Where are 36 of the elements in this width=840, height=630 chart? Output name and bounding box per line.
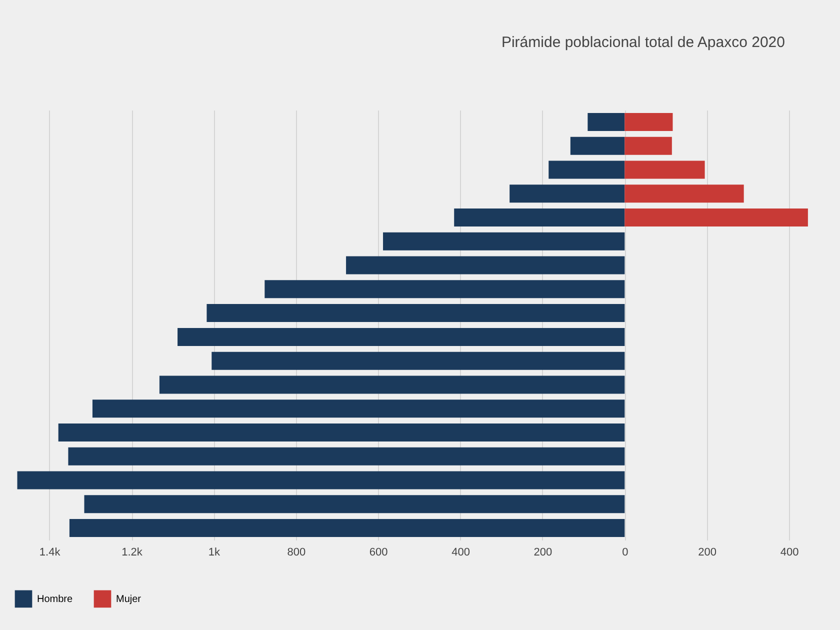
bar: [92, 400, 625, 418]
bar: [454, 208, 625, 226]
bar: [58, 424, 625, 442]
bar: [212, 352, 625, 370]
x-tick-label: 0: [622, 546, 628, 558]
legend-label: Mujer: [116, 594, 142, 605]
bar: [624, 112, 673, 131]
x-tick-label: 1.2k: [122, 546, 143, 558]
bar: [159, 376, 625, 394]
bar: [264, 280, 625, 298]
bar: [624, 136, 672, 155]
x-tick-label: 800: [287, 546, 306, 558]
bar: [570, 136, 625, 155]
bar: [548, 160, 625, 179]
x-tick-label: 200: [534, 546, 552, 558]
bar: [624, 160, 705, 179]
x-tick-label: 400: [452, 546, 470, 558]
legend-label: Hombre: [37, 594, 74, 605]
x-tick-label: 600: [369, 546, 388, 558]
bar: [346, 256, 625, 274]
bar: [17, 471, 625, 490]
x-tick-label: 1k: [208, 546, 221, 558]
bar: [624, 184, 744, 203]
x-tick-label: 400: [780, 546, 799, 558]
bar: [68, 447, 625, 466]
x-tick-label: 200: [698, 546, 717, 558]
bar: [84, 495, 625, 514]
bar: [178, 328, 625, 346]
chart-title: Pirámide poblacional total de Apaxco 2020: [501, 34, 785, 51]
bar: [206, 304, 625, 322]
x-tick-label: 1.4k: [39, 546, 61, 558]
bar: [510, 184, 625, 203]
bar: [69, 519, 625, 538]
bar: [588, 112, 625, 131]
bar: [624, 208, 808, 226]
bar: [383, 232, 625, 250]
